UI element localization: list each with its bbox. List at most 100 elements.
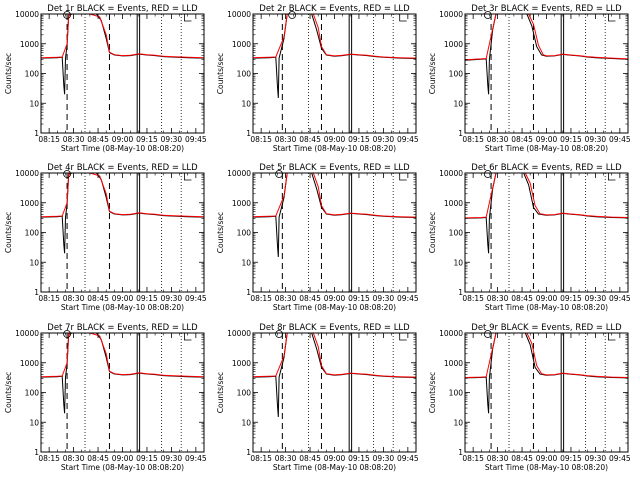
circle-marker — [483, 330, 492, 338]
panel-4: Det 4r BLACK = Events, RED = LLD 1 10 100 10… — [4, 163, 207, 312]
panel-title: Det 4r BLACK = Events, RED = LLD — [47, 163, 198, 173]
circle-marker — [63, 11, 71, 19]
y-tick-label: 1000 — [444, 199, 463, 208]
series-lld-line — [253, 14, 416, 59]
y-tick-label: 10000 — [439, 329, 463, 338]
x-tick-label: 08:45 — [511, 135, 533, 144]
square-marker — [399, 333, 407, 341]
y-axis-label: Counts/sec — [428, 372, 437, 413]
y-tick-label: 1 — [458, 448, 463, 457]
series-events-line — [41, 333, 204, 414]
x-axis-label: Start Time (08-May-10 08:08:20) — [61, 463, 184, 472]
x-tick-label: 09:45 — [397, 454, 419, 463]
y-tick-label: 100 — [25, 70, 40, 79]
y-tick-label: 10 — [241, 258, 251, 267]
y-tick-label: 10000 — [439, 169, 463, 178]
circle-marker — [483, 170, 492, 178]
y-axis-label: Counts/sec — [4, 372, 13, 413]
y-axis-label: Counts/sec — [4, 212, 13, 253]
x-axis-label: Start Time (08-May-10 08:08:20) — [273, 144, 396, 153]
square-marker — [184, 14, 192, 22]
y-tick-label: 1 — [246, 288, 251, 297]
y-tick-label: 1 — [34, 129, 39, 138]
circle-marker — [63, 330, 71, 338]
y-tick-label: 100 — [25, 229, 40, 238]
x-axis-label: Start Time (08-May-10 08:08:20) — [61, 303, 184, 312]
y-axis-label: Counts/sec — [428, 212, 437, 253]
square-marker — [608, 14, 616, 22]
y-axis-label: Counts/sec — [428, 53, 437, 94]
y-tick-label: 10000 — [227, 169, 251, 178]
square-marker — [608, 333, 616, 341]
series-lld-line — [465, 333, 628, 378]
series-events-line — [465, 14, 628, 95]
x-tick-label: 09:45 — [397, 135, 419, 144]
y-tick-label: 10 — [241, 99, 251, 108]
y-tick-label: 10 — [29, 258, 39, 267]
x-tick-label: 09:00 — [324, 294, 346, 303]
x-tick-label: 08:45 — [299, 454, 321, 463]
x-tick-label: 08:45 — [299, 135, 321, 144]
x-tick-label: 09:45 — [609, 135, 631, 144]
y-axis-label: Counts/sec — [216, 212, 225, 253]
y-tick-label: 1000 — [444, 359, 463, 368]
y-tick-label: 1 — [34, 448, 39, 457]
y-tick-label: 100 — [237, 229, 252, 238]
panel-7: Det 7r BLACK = Events, RED = LLD 1 10 100 10… — [4, 323, 207, 472]
series-lld-line — [41, 333, 204, 378]
y-tick-label: 1000 — [20, 359, 39, 368]
y-tick-label: 100 — [449, 229, 464, 238]
x-tick-label: 09:45 — [609, 454, 631, 463]
x-tick-label: 08:30 — [63, 294, 85, 303]
y-tick-label: 10 — [453, 258, 463, 267]
square-marker — [399, 173, 407, 181]
x-tick-label: 09:15 — [136, 135, 158, 144]
x-tick-label: 08:30 — [275, 135, 297, 144]
y-tick-label: 1000 — [232, 199, 251, 208]
circle-marker — [483, 11, 492, 19]
y-tick-label: 1 — [246, 448, 251, 457]
series-events-line — [41, 173, 204, 254]
x-tick-label: 09:15 — [348, 454, 370, 463]
x-tick-label: 09:00 — [112, 294, 134, 303]
x-tick-label: 09:15 — [560, 454, 582, 463]
y-tick-label: 1 — [458, 288, 463, 297]
panel-6: Det 6r BLACK = Events, RED = LLD 1 10 100 10… — [428, 163, 631, 312]
x-tick-label: 08:15 — [462, 294, 484, 303]
plot-frame — [252, 332, 417, 453]
plot-frame — [252, 13, 417, 134]
y-tick-label: 10000 — [15, 329, 39, 338]
x-tick-label: 09:15 — [348, 135, 370, 144]
panel-3: Det 3r BLACK = Events, RED = LLD 1 10 100 10… — [428, 4, 631, 153]
x-tick-label: 08:45 — [511, 294, 533, 303]
y-tick-label: 1 — [34, 288, 39, 297]
x-tick-label: 09:30 — [585, 294, 607, 303]
y-tick-label: 1000 — [232, 359, 251, 368]
y-tick-label: 100 — [449, 70, 464, 79]
y-tick-label: 10 — [453, 418, 463, 427]
series-lld-line — [465, 14, 628, 61]
y-tick-label: 1000 — [444, 40, 463, 49]
y-tick-label: 1 — [246, 129, 251, 138]
x-tick-label: 09:45 — [185, 135, 207, 144]
x-tick-label: 09:00 — [112, 135, 134, 144]
panel-title: Det 2r BLACK = Events, RED = LLD — [259, 4, 410, 14]
x-tick-label: 09:15 — [136, 454, 158, 463]
x-tick-label: 09:45 — [609, 294, 631, 303]
x-tick-label: 08:45 — [299, 294, 321, 303]
y-tick-label: 10 — [29, 99, 39, 108]
x-tick-label: 09:30 — [373, 135, 395, 144]
x-tick-label: 09:00 — [536, 135, 558, 144]
x-tick-label: 08:30 — [275, 454, 297, 463]
square-marker — [399, 14, 407, 22]
panel-title: Det 6r BLACK = Events, RED = LLD — [471, 163, 622, 173]
series-lld-line — [41, 14, 204, 59]
series-events-line — [41, 14, 204, 95]
x-axis-label: Start Time (08-May-10 08:08:20) — [485, 463, 608, 472]
x-tick-label: 09:30 — [585, 135, 607, 144]
panel-1: Det 1r BLACK = Events, RED = LLD 1 10 100 10… — [4, 4, 207, 153]
x-tick-label: 08:30 — [487, 135, 509, 144]
x-tick-label: 08:15 — [250, 454, 272, 463]
x-tick-label: 08:15 — [250, 294, 272, 303]
y-tick-label: 10000 — [15, 10, 39, 19]
